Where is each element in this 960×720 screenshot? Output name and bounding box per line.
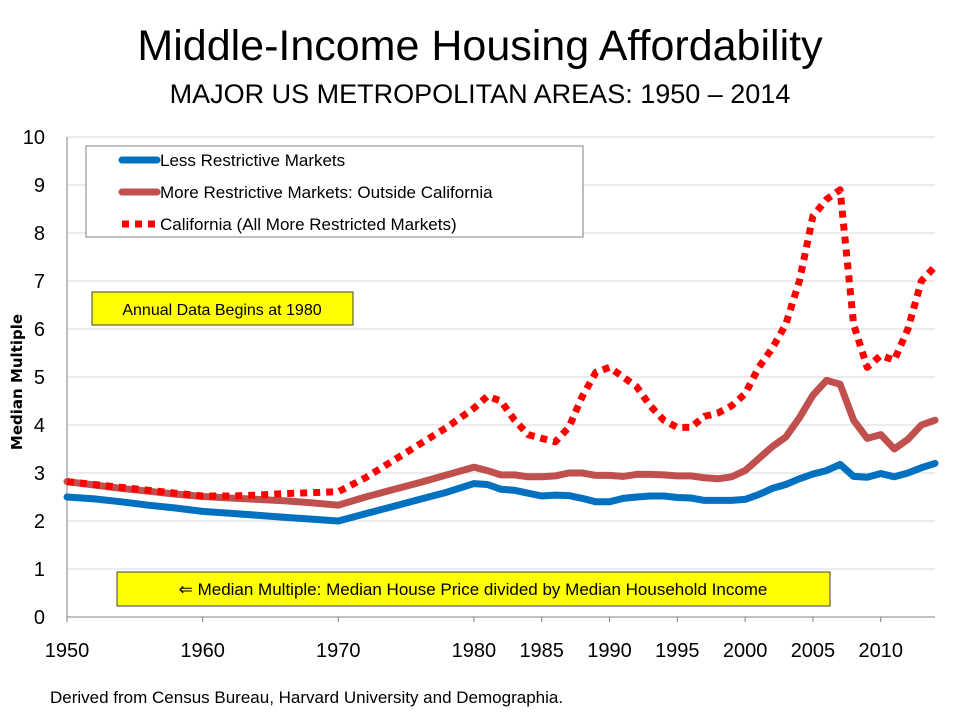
legend-label-2: More Restrictive Markets: Outside Califo…: [160, 183, 493, 202]
x-tick-label-1970: 1970: [316, 640, 361, 662]
x-tick-label-1950: 1950: [45, 640, 90, 662]
legend-box: [85, 145, 584, 238]
y-tick-label-5: 5: [34, 367, 45, 389]
series-line-3: [66, 186, 938, 500]
annotation-box-median: [116, 571, 831, 607]
x-tick-label-2005: 2005: [791, 640, 836, 662]
legend-label-3: California (All More Restricted Markets): [160, 215, 457, 234]
x-tick-label-2000: 2000: [723, 640, 768, 662]
y-tick-label-9: 9: [34, 175, 45, 197]
y-tick-label-4: 4: [34, 415, 45, 437]
x-tick-label-1980: 1980: [452, 640, 497, 662]
x-tick-label-2010: 2010: [859, 640, 904, 662]
annotation-median-multiple: ⇐ Median Multiple: Median House Price di…: [179, 580, 768, 599]
y-tick-label-3: 3: [34, 463, 45, 485]
x-tick-label-1995: 1995: [655, 640, 700, 662]
y-tick-label-10: 10: [23, 127, 45, 149]
legend-label-1: Less Restrictive Markets: [160, 151, 345, 170]
chart-subtitle: MAJOR US METROPOLITAN AREAS: 1950 – 2014: [169, 79, 791, 109]
chart-title: Middle-Income Housing Affordability: [137, 22, 823, 70]
annotation-box-annual: [91, 291, 354, 326]
series-line-1: [63, 459, 939, 525]
series-line-2: [63, 376, 939, 509]
y-tick-label-7: 7: [34, 271, 45, 293]
source-note: Derived from Census Bureau, Harvard Univ…: [50, 688, 564, 707]
x-tick-label-1990: 1990: [587, 640, 632, 662]
y-tick-label-0: 0: [34, 607, 45, 629]
annotation-annual-data: Annual Data Begins at 1980: [122, 302, 321, 319]
x-tick-label-1985: 1985: [519, 640, 564, 662]
x-tick-label-1960: 1960: [180, 640, 225, 662]
y-tick-label-6: 6: [34, 319, 45, 341]
y-tick-label-8: 8: [34, 223, 45, 245]
y-tick-label-2: 2: [34, 511, 45, 533]
y-tick-label-1: 1: [34, 559, 45, 581]
